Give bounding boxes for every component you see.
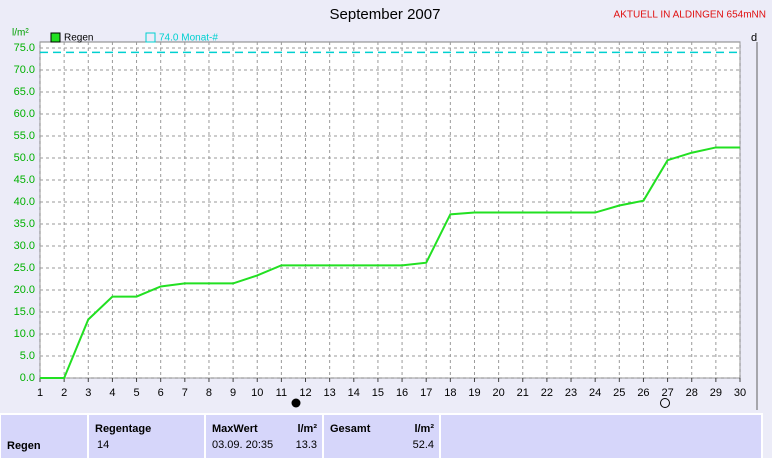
y-tick-label: 10.0 <box>14 328 35 340</box>
y-tick-label: 40.0 <box>14 196 35 208</box>
marker-filled <box>291 398 301 408</box>
marker-open <box>660 398 670 408</box>
chart-title: September 2007 <box>330 6 441 23</box>
y-tick-label: 75.0 <box>14 42 35 54</box>
unit: l/m² <box>414 423 434 435</box>
row-label: Regen <box>7 440 41 452</box>
y-axis-label: l/m² <box>12 28 29 39</box>
x-tick-label: 11 <box>276 387 287 399</box>
x-tick-label: 17 <box>420 387 432 399</box>
x-tick-label: 28 <box>686 387 698 399</box>
y-tick-label: 25.0 <box>14 262 35 274</box>
column-header: Regentage <box>95 423 151 435</box>
y-tick-label: 55.0 <box>14 130 35 142</box>
legend-swatch <box>50 32 61 43</box>
cell-value: 13.3 <box>296 439 317 451</box>
x-tick-label: 23 <box>565 387 577 399</box>
y-tick-label: 35.0 <box>14 218 35 230</box>
right-label: d <box>751 32 757 44</box>
legend-label: 74.0 Monat-# <box>159 33 218 44</box>
unit: l/m² <box>297 423 317 435</box>
header-right: AKTUELL IN ALDINGEN 654mNN <box>614 10 766 21</box>
table-cell <box>322 413 441 458</box>
cell-value: 52.4 <box>413 439 434 451</box>
y-tick-label: 30.0 <box>14 240 35 252</box>
x-tick-label: 18 <box>444 387 456 399</box>
x-tick-label: 26 <box>637 387 649 399</box>
cell-value: 14 <box>97 439 109 451</box>
x-tick-label: 3 <box>85 387 91 399</box>
cell-value: 03.09. 20:35 <box>212 439 273 451</box>
y-tick-label: 50.0 <box>14 152 35 164</box>
x-tick-label: 8 <box>206 387 212 399</box>
x-tick-label: 20 <box>492 387 504 399</box>
y-tick-label: 15.0 <box>14 306 35 318</box>
y-tick-label: 5.0 <box>20 350 35 362</box>
x-tick-label: 29 <box>710 387 722 399</box>
x-tick-label: 30 <box>734 387 746 399</box>
x-tick-label: 27 <box>661 387 673 399</box>
column-header: MaxWert <box>212 423 258 435</box>
x-tick-label: 14 <box>348 387 360 399</box>
y-tick-label: 0.0 <box>20 372 35 384</box>
legend-swatch <box>145 32 156 43</box>
y-tick-label: 65.0 <box>14 86 35 98</box>
x-tick-label: 19 <box>468 387 480 399</box>
x-tick-label: 15 <box>372 387 384 399</box>
y-tick-label: 70.0 <box>14 64 35 76</box>
y-tick-label: 60.0 <box>14 108 35 120</box>
table-cell <box>439 413 763 458</box>
x-tick-label: 16 <box>396 387 408 399</box>
plot-area <box>39 41 741 379</box>
x-tick-label: 9 <box>230 387 236 399</box>
x-tick-label: 1 <box>37 387 43 399</box>
x-tick-label: 5 <box>133 387 139 399</box>
y-tick-label: 20.0 <box>14 284 35 296</box>
column-header: Gesamt <box>330 423 371 435</box>
x-tick-label: 4 <box>109 387 115 399</box>
x-tick-label: 21 <box>517 387 529 399</box>
table-cell <box>204 413 324 458</box>
x-tick-label: 25 <box>613 387 625 399</box>
data-line <box>40 146 740 379</box>
x-tick-label: 13 <box>324 387 336 399</box>
x-tick-label: 24 <box>589 387 601 399</box>
x-tick-label: 6 <box>158 387 164 399</box>
x-tick-label: 2 <box>61 387 67 399</box>
x-tick-label: 22 <box>541 387 553 399</box>
x-tick-label: 10 <box>251 387 263 399</box>
x-tick-label: 12 <box>299 387 311 399</box>
table-cell <box>87 413 206 458</box>
y-tick-label: 45.0 <box>14 174 35 186</box>
x-tick-label: 7 <box>182 387 188 399</box>
legend-label: Regen <box>64 33 93 44</box>
